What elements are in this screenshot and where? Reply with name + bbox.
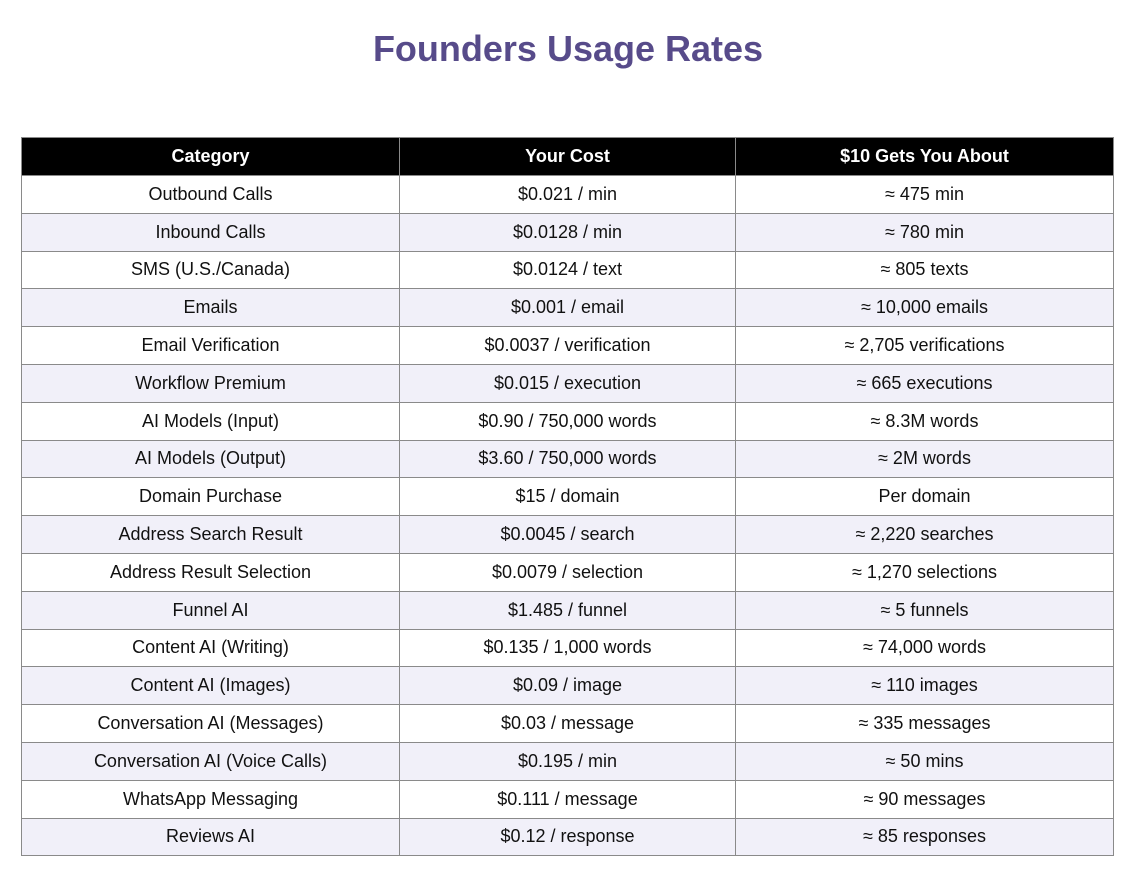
cell-category: AI Models (Output) xyxy=(21,439,400,479)
cell-amount: ≈ 74,000 words xyxy=(735,628,1114,668)
table-row: Emails $0.001 / email ≈ 10,000 emails xyxy=(21,288,1114,328)
cell-cost: $0.0124 / text xyxy=(399,250,736,290)
cell-amount: ≈ 1,270 selections xyxy=(735,552,1114,592)
cell-amount: Per domain xyxy=(735,477,1114,517)
cell-category: SMS (U.S./Canada) xyxy=(21,250,400,290)
cell-category: WhatsApp Messaging xyxy=(21,779,400,819)
cell-category: Funnel AI xyxy=(21,590,400,630)
cell-category: Outbound Calls xyxy=(21,175,400,214)
table-row: Inbound Calls $0.0128 / min ≈ 780 min xyxy=(21,212,1114,252)
cell-category: Content AI (Writing) xyxy=(21,628,400,668)
cell-amount: ≈ 665 executions xyxy=(735,363,1114,403)
cell-cost: $0.03 / message xyxy=(399,704,736,743)
cell-amount: ≈ 2,220 searches xyxy=(735,515,1114,554)
cell-category: Address Search Result xyxy=(21,515,400,554)
header-ten-dollars-gets: $10 Gets You About xyxy=(735,137,1114,176)
header-your-cost: Your Cost xyxy=(399,137,736,176)
table-row: Conversation AI (Messages) $0.03 / messa… xyxy=(21,704,1114,743)
table-row: Email Verification $0.0037 / verificatio… xyxy=(21,326,1114,365)
table-header-row: Category Your Cost $10 Gets You About xyxy=(21,137,1114,176)
cell-amount: ≈ 2M words xyxy=(735,439,1114,479)
cell-category: Domain Purchase xyxy=(21,477,400,517)
cell-amount: ≈ 780 min xyxy=(735,212,1114,252)
table-row: Workflow Premium $0.015 / execution ≈ 66… xyxy=(21,363,1114,403)
table-row: Address Search Result $0.0045 / search ≈… xyxy=(21,515,1114,554)
cell-category: Inbound Calls xyxy=(21,212,400,252)
cell-cost: $3.60 / 750,000 words xyxy=(399,439,736,479)
cell-cost: $0.0079 / selection xyxy=(399,552,736,592)
cell-cost: $0.021 / min xyxy=(399,175,736,214)
cell-cost: $0.90 / 750,000 words xyxy=(399,401,736,441)
table-row: Conversation AI (Voice Calls) $0.195 / m… xyxy=(21,741,1114,781)
cell-category: Conversation AI (Messages) xyxy=(21,704,400,743)
cell-cost: $15 / domain xyxy=(399,477,736,517)
table-row: Funnel AI $1.485 / funnel ≈ 5 funnels xyxy=(21,590,1114,630)
header-category: Category xyxy=(21,137,400,176)
cell-amount: ≈ 8.3M words xyxy=(735,401,1114,441)
cell-cost: $0.111 / message xyxy=(399,779,736,819)
cell-cost: $0.0037 / verification xyxy=(399,326,736,365)
cell-cost: $0.001 / email xyxy=(399,288,736,328)
cell-amount: ≈ 85 responses xyxy=(735,817,1114,857)
cell-category: Address Result Selection xyxy=(21,552,400,592)
cell-amount: ≈ 335 messages xyxy=(735,704,1114,743)
cell-amount: ≈ 110 images xyxy=(735,666,1114,706)
cell-category: Workflow Premium xyxy=(21,363,400,403)
cell-cost: $1.485 / funnel xyxy=(399,590,736,630)
table-row: AI Models (Input) $0.90 / 750,000 words … xyxy=(21,401,1114,441)
cell-cost: $0.135 / 1,000 words xyxy=(399,628,736,668)
table-row: WhatsApp Messaging $0.111 / message ≈ 90… xyxy=(21,779,1114,819)
cell-category: Conversation AI (Voice Calls) xyxy=(21,741,400,781)
cell-amount: ≈ 2,705 verifications xyxy=(735,326,1114,365)
cell-cost: $0.0045 / search xyxy=(399,515,736,554)
cell-category: Content AI (Images) xyxy=(21,666,400,706)
cell-category: Emails xyxy=(21,288,400,328)
cell-amount: ≈ 10,000 emails xyxy=(735,288,1114,328)
cell-amount: ≈ 5 funnels xyxy=(735,590,1114,630)
cell-amount: ≈ 475 min xyxy=(735,175,1114,214)
page-title: Founders Usage Rates xyxy=(372,28,764,69)
cell-cost: $0.09 / image xyxy=(399,666,736,706)
cell-cost: $0.015 / execution xyxy=(399,363,736,403)
table-row: Content AI (Writing) $0.135 / 1,000 word… xyxy=(21,628,1114,668)
cell-amount: ≈ 805 texts xyxy=(735,250,1114,290)
cell-cost: $0.0128 / min xyxy=(399,212,736,252)
table-row: Content AI (Images) $0.09 / image ≈ 110 … xyxy=(21,666,1114,706)
cell-cost: $0.12 / response xyxy=(399,817,736,857)
table-row: Outbound Calls $0.021 / min ≈ 475 min xyxy=(21,175,1114,214)
table-row: Domain Purchase $15 / domain Per domain xyxy=(21,477,1114,517)
cell-category: Reviews AI xyxy=(21,817,400,857)
table-row: SMS (U.S./Canada) $0.0124 / text ≈ 805 t… xyxy=(21,250,1114,290)
cell-amount: ≈ 50 mins xyxy=(735,741,1114,781)
cell-category: AI Models (Input) xyxy=(21,401,400,441)
table-row: AI Models (Output) $3.60 / 750,000 words… xyxy=(21,439,1114,479)
usage-rates-table: Category Your Cost $10 Gets You About Ou… xyxy=(21,137,1114,857)
cell-cost: $0.195 / min xyxy=(399,741,736,781)
table-row: Address Result Selection $0.0079 / selec… xyxy=(21,552,1114,592)
cell-category: Email Verification xyxy=(21,326,400,365)
cell-amount: ≈ 90 messages xyxy=(735,779,1114,819)
table-row: Reviews AI $0.12 / response ≈ 85 respons… xyxy=(21,817,1114,857)
